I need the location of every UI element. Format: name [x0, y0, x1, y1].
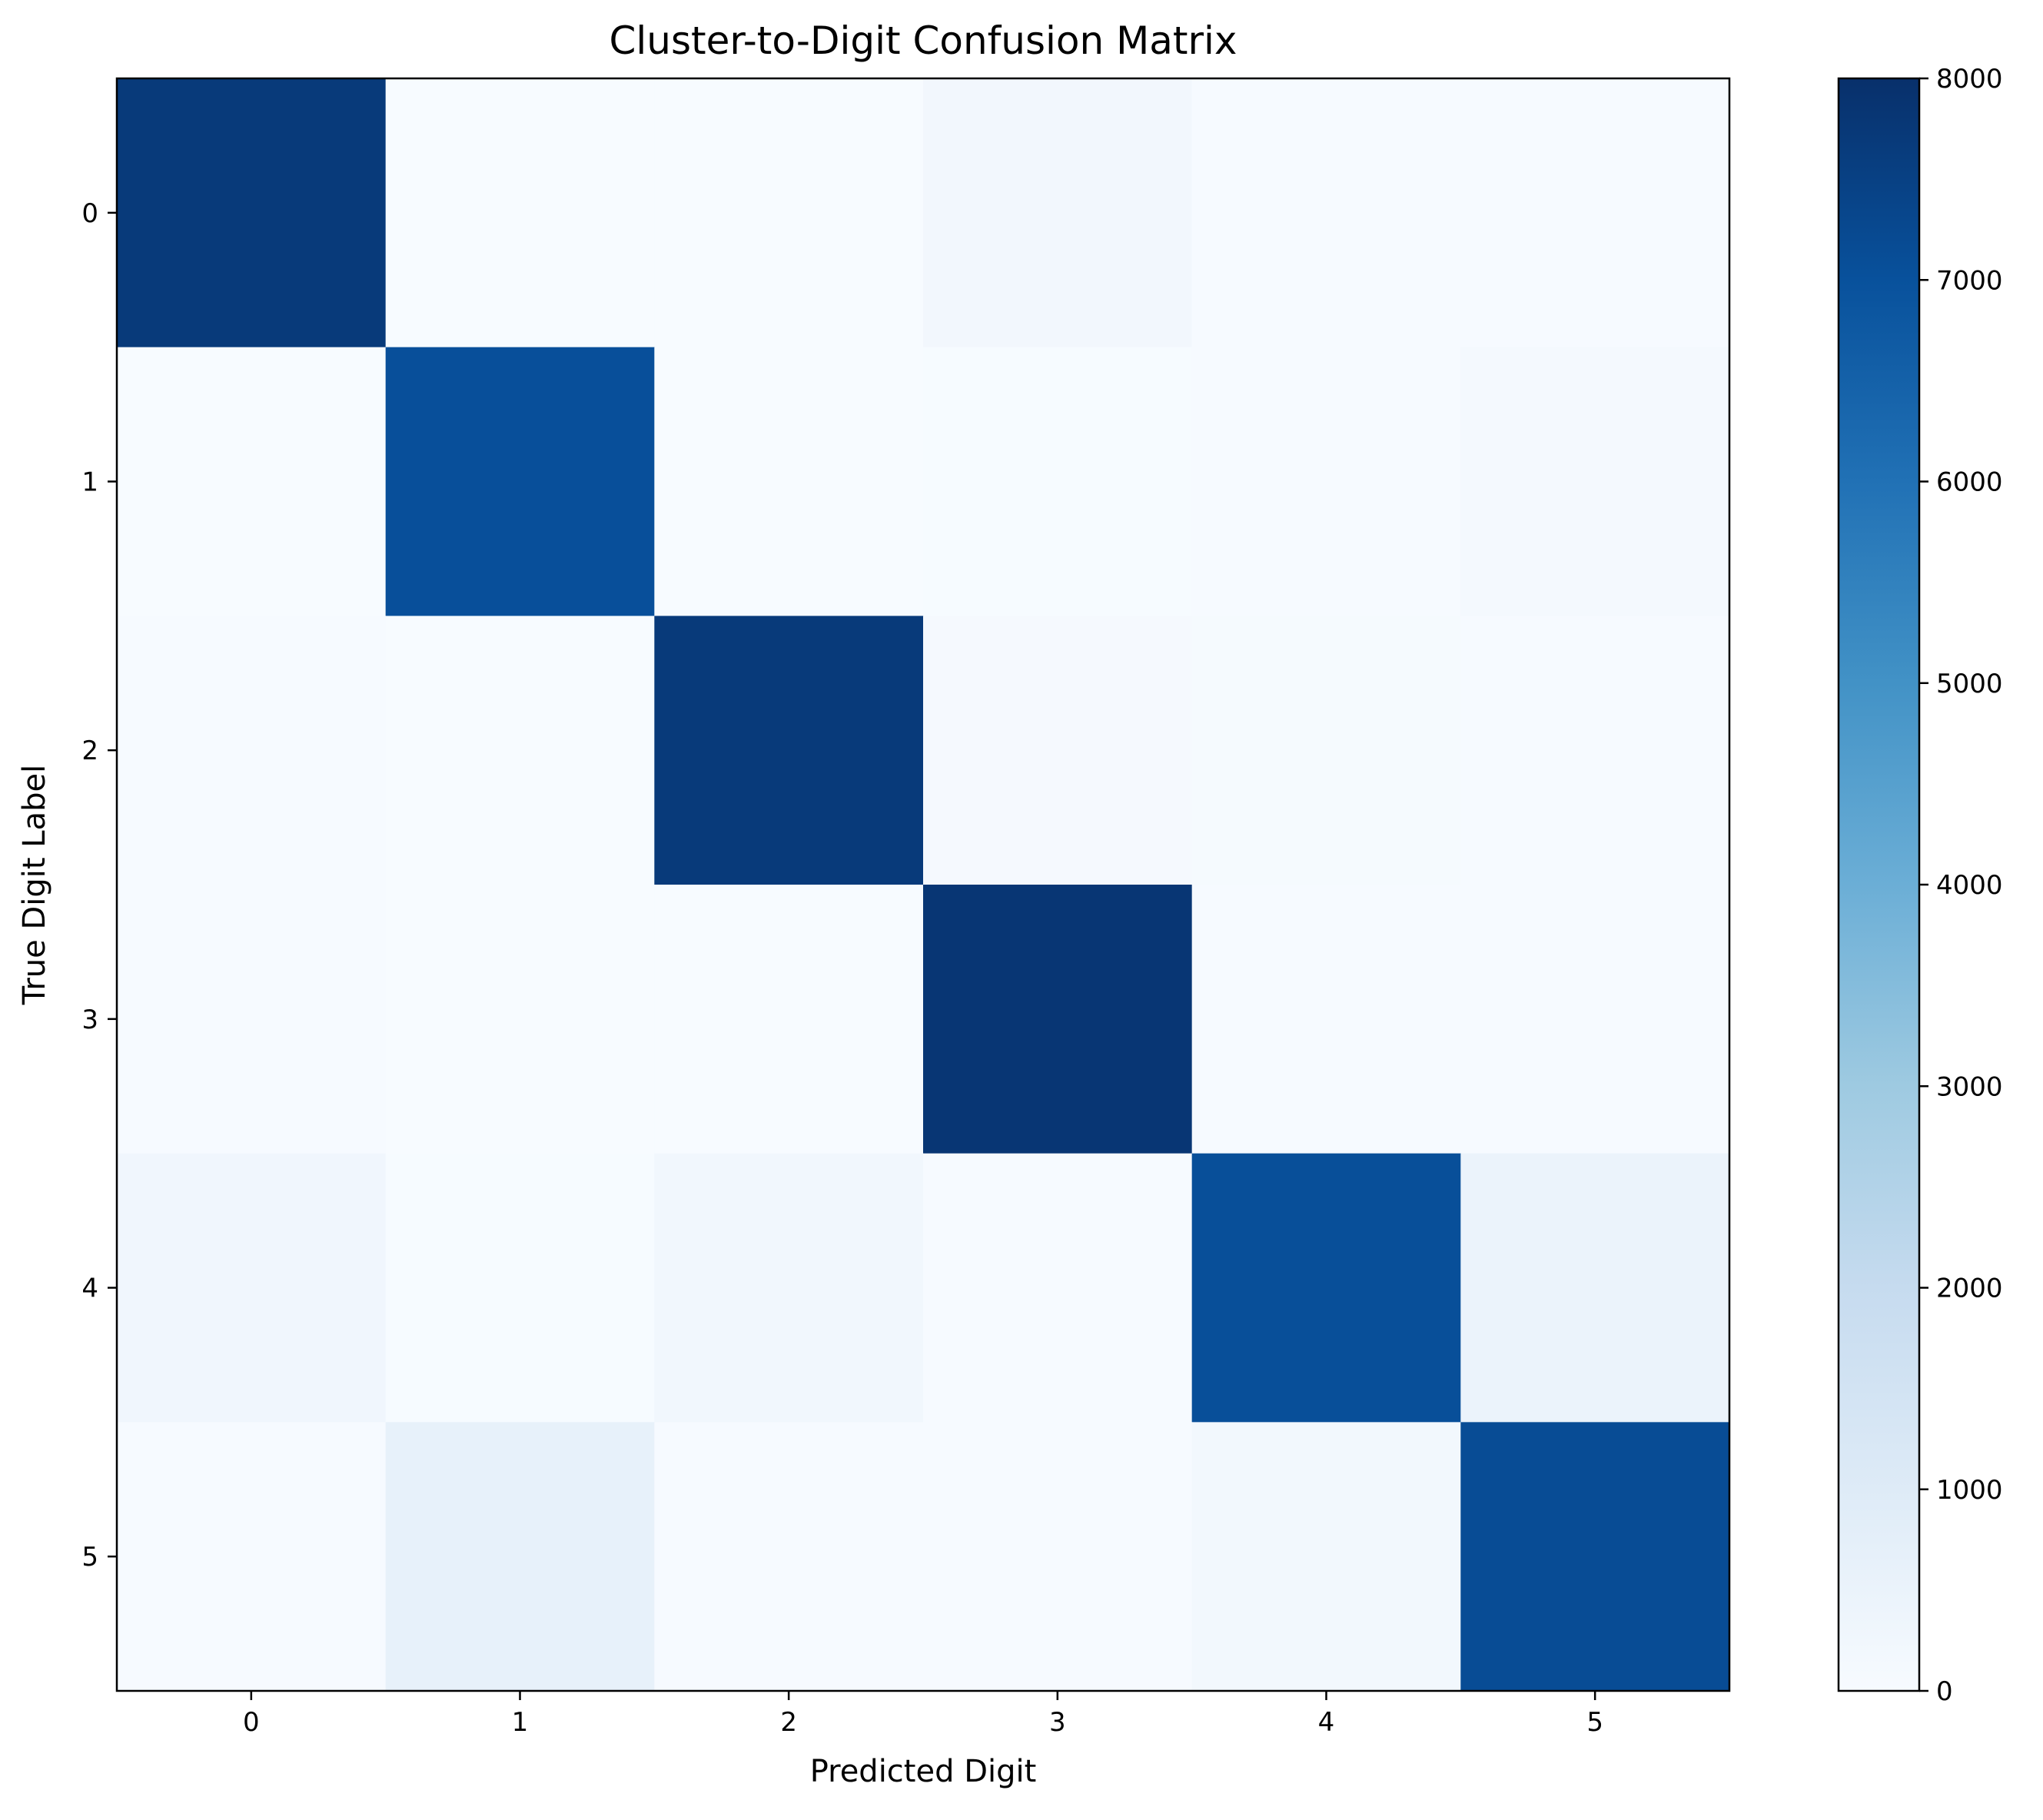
chart-title: Cluster-to-Digit Confusion Matrix — [609, 18, 1237, 63]
x-tick-label: 1 — [512, 1707, 529, 1738]
heatmap-cell-r0-c0 — [117, 78, 387, 348]
heatmap-cell-r3-c1 — [385, 885, 655, 1154]
colorbar-tick-label: 0 — [1936, 1676, 1953, 1707]
heatmap-cell-r4-c4 — [1191, 1153, 1461, 1423]
heatmap-cell-r4-c3 — [923, 1153, 1193, 1423]
x-axis-ticks: 0 1 2 3 4 5 — [243, 1691, 1603, 1738]
heatmap-cell-r0-c2 — [654, 78, 924, 348]
colorbar-tick-label: 3000 — [1936, 1071, 2003, 1102]
heatmap-cell-r2-c1 — [385, 616, 655, 885]
y-axis-label: True Digit Label — [17, 765, 52, 1005]
heatmap-cell-r2-c3 — [923, 616, 1193, 885]
y-tick-label: 1 — [81, 467, 98, 498]
heatmap-cell-r0-c5 — [1460, 78, 1730, 348]
heatmap-cell-r3-c5 — [1460, 885, 1730, 1154]
y-tick-label: 2 — [81, 736, 98, 766]
heatmap-cell-r4-c5 — [1460, 1153, 1730, 1423]
heatmap-cell-r1-c4 — [1191, 347, 1461, 616]
colorbar-tick-label: 1000 — [1936, 1475, 2003, 1506]
colorbar-tick-label: 4000 — [1936, 870, 2003, 901]
heatmap-cell-r2-c4 — [1191, 616, 1461, 885]
plot-frame — [115, 77, 1731, 1692]
heatmap-cell-r5-c3 — [923, 1422, 1193, 1692]
heatmap-cell-r0-c3 — [923, 78, 1193, 348]
heatmap-cell-r5-c0 — [117, 1422, 387, 1692]
y-tick-label: 0 — [81, 198, 98, 229]
x-tick-label: 3 — [1049, 1707, 1066, 1738]
x-axis-label: Predicted Digit — [810, 1754, 1037, 1789]
heatmap-cell-r1-c5 — [1460, 347, 1730, 616]
heatmap-cell-r4-c2 — [654, 1153, 924, 1423]
colorbar-tick-label: 8000 — [1936, 64, 2003, 95]
colorbar — [1837, 77, 1921, 1692]
heatmap-cell-r3-c4 — [1191, 885, 1461, 1154]
x-tick-label: 0 — [243, 1707, 260, 1738]
heatmap-cell-r0-c4 — [1191, 78, 1461, 348]
y-tick-label: 5 — [81, 1542, 98, 1573]
x-tick-label: 5 — [1586, 1707, 1603, 1738]
x-tick-label: 4 — [1318, 1707, 1335, 1738]
y-tick-label: 3 — [81, 1005, 98, 1035]
heatmap-cell-r5-c2 — [654, 1422, 924, 1692]
heatmap-cell-r2-c0 — [117, 616, 387, 885]
heatmap-cell-r5-c4 — [1191, 1422, 1461, 1692]
heatmap-cell-r4-c0 — [117, 1153, 387, 1423]
heatmap-cell-r1-c0 — [117, 347, 387, 616]
heatmap-cell-r4-c1 — [385, 1153, 655, 1423]
heatmap-cell-r3-c3 — [923, 885, 1193, 1154]
heatmap-cell-r5-c1 — [385, 1422, 655, 1692]
heatmap-cell-r1-c2 — [654, 347, 924, 616]
heatmap-cell-r3-c2 — [654, 885, 924, 1154]
heatmap-cell-r1-c3 — [923, 347, 1193, 616]
heatmap-cells — [117, 78, 1730, 1692]
heatmap-cell-r1-c1 — [385, 347, 655, 616]
y-axis-ticks: 0 1 2 3 4 5 — [81, 198, 117, 1573]
colorbar-ticks: 0 1000 2000 3000 4000 5000 6000 7000 8000 — [1919, 64, 2003, 1707]
colorbar-tick-label: 6000 — [1936, 467, 2003, 498]
x-tick-label: 2 — [780, 1707, 797, 1738]
colorbar-tick-label: 7000 — [1936, 265, 2003, 296]
colorbar-tick-label: 2000 — [1936, 1274, 2003, 1304]
heatmap-cell-r2-c5 — [1460, 616, 1730, 885]
y-tick-label: 4 — [81, 1274, 98, 1304]
heatmap-cell-r3-c0 — [117, 885, 387, 1154]
colorbar-tick-label: 5000 — [1936, 669, 2003, 699]
heatmap-cell-r5-c5 — [1460, 1422, 1730, 1692]
heatmap-cell-r2-c2 — [654, 616, 924, 885]
heatmap-cell-r0-c1 — [385, 78, 655, 348]
